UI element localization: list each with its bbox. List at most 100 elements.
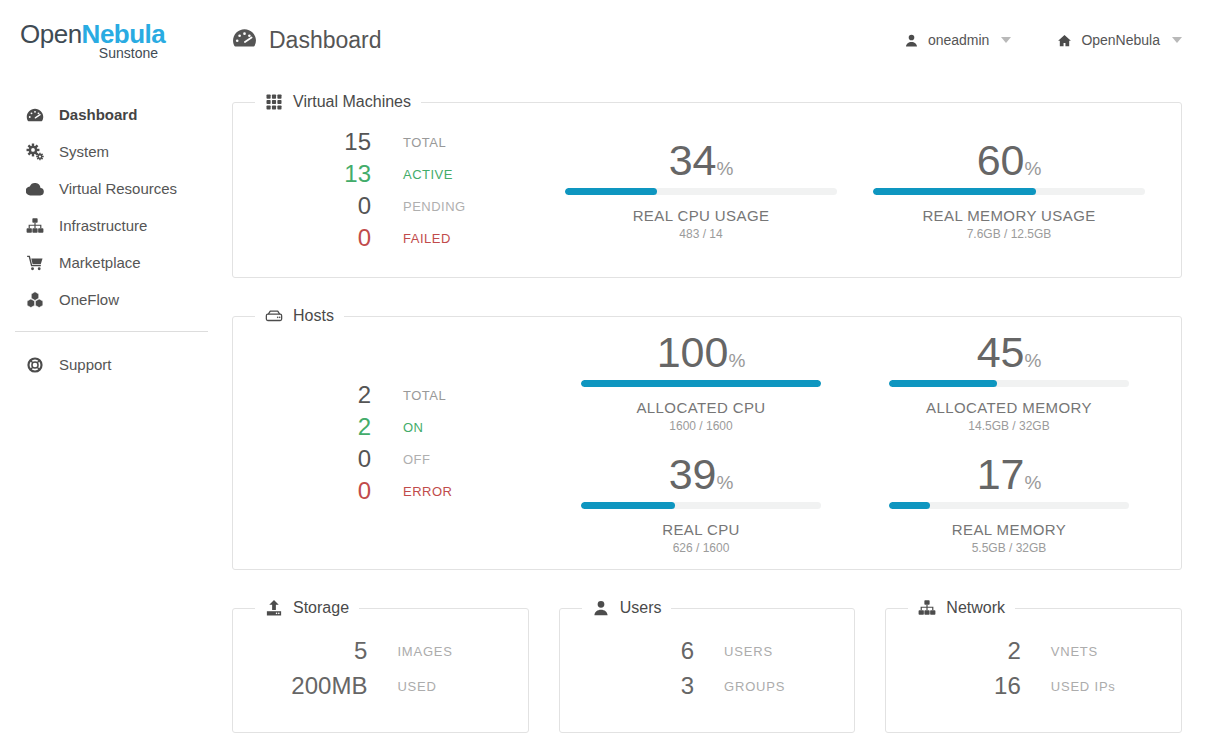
stat-value: 0 — [307, 475, 371, 507]
gauge-detail: 626 / 1600 — [547, 541, 855, 555]
stat-value: 6 — [578, 635, 694, 667]
network-panel: Network 2 VNETS 16 USED IPs — [885, 599, 1182, 733]
gauge-percent: 100 — [657, 328, 729, 376]
gauge-detail: 483 / 14 — [547, 227, 855, 241]
network-legend: Network — [908, 599, 1015, 617]
sidebar-item-support[interactable]: Support — [25, 346, 212, 383]
life-ring-icon — [25, 356, 44, 374]
stat-value: 16 — [904, 670, 1020, 702]
user-menu-label: oneadmin — [928, 32, 990, 48]
progress-bar-fill — [889, 380, 997, 387]
tachometer-icon — [232, 27, 257, 53]
stat-label: TOTAL — [403, 135, 547, 150]
sidebar-item-dashboard[interactable]: Dashboard — [25, 96, 212, 133]
virtual-machines-legend: Virtual Machines — [255, 93, 421, 111]
gauge-detail: 5.5GB / 32GB — [855, 541, 1163, 555]
home-icon — [1057, 33, 1072, 48]
zone-menu-label: OpenNebula — [1081, 32, 1160, 48]
sidebar-item-label: Support — [59, 356, 112, 373]
shopping-cart-icon — [25, 254, 44, 272]
users-panel: Users 6 USERS 3 GROUPS — [559, 599, 856, 733]
vm-stats: 15 TOTAL 13 ACTIVE 0 PENDING 0 FAILED — [307, 126, 547, 254]
progress-bar — [873, 188, 1145, 195]
stat-value: 0 — [307, 222, 371, 254]
stat-label: GROUPS — [724, 679, 836, 694]
stat-value: 2 — [904, 635, 1020, 667]
sidebar-item-label: Dashboard — [59, 106, 137, 123]
gauge-label: ALLOCATED MEMORY — [855, 399, 1163, 416]
progress-bar — [581, 380, 821, 387]
sitemap-icon — [25, 217, 44, 235]
percent-sign: % — [716, 158, 733, 179]
progress-bar-fill — [873, 188, 1036, 195]
progress-bar-fill — [889, 502, 930, 509]
panel-title: Users — [620, 599, 662, 617]
tachometer-icon — [25, 106, 44, 124]
storage-stats: 5 IMAGES 200MB USED — [251, 623, 510, 718]
progress-bar — [565, 188, 837, 195]
sidebar-item-label: Marketplace — [59, 254, 141, 271]
panel-title: Storage — [293, 599, 349, 617]
host-stats: 2 TOTAL 2 ON 0 OFF 0 ERROR — [307, 379, 547, 507]
sidebar-item-marketplace[interactable]: Marketplace — [25, 244, 212, 281]
progress-bar-fill — [581, 380, 821, 387]
user-icon — [592, 599, 610, 617]
gauge-detail: 1600 / 1600 — [547, 419, 855, 433]
sidebar: Dashboard System Virtual Resources Infra… — [0, 80, 212, 383]
gauge-label: ALLOCATED CPU — [547, 399, 855, 416]
logo-open: Open — [20, 19, 82, 49]
stat-value: 2 — [307, 379, 371, 411]
percent-sign: % — [1024, 350, 1041, 371]
stat-label: VNETS — [1051, 644, 1163, 659]
stat-label: ACTIVE — [403, 167, 547, 182]
users-legend: Users — [582, 599, 672, 617]
stat-value: 0 — [307, 190, 371, 222]
chevron-down-icon — [1001, 37, 1011, 43]
stat-label: USED IPs — [1051, 679, 1163, 694]
panel-title: Network — [946, 599, 1005, 617]
stat-label: ON — [403, 420, 547, 435]
users-stats: 6 USERS 3 GROUPS — [578, 623, 837, 718]
stat-value: 200MB — [251, 670, 367, 702]
progress-bar — [581, 502, 821, 509]
gauge-percent: 39 — [669, 450, 717, 498]
sitemap-icon — [918, 599, 936, 617]
network-stats: 2 VNETS 16 USED IPs — [904, 623, 1163, 718]
percent-sign: % — [1024, 472, 1041, 493]
progress-bar-fill — [581, 502, 675, 509]
stat-value: 5 — [251, 635, 367, 667]
stat-label: OFF — [403, 452, 547, 467]
sidebar-item-label: System — [59, 143, 109, 160]
storage-legend: Storage — [255, 599, 359, 617]
th-grid-icon — [265, 93, 283, 111]
stat-label: IMAGES — [397, 644, 509, 659]
gauge-detail: 14.5GB / 32GB — [855, 419, 1163, 433]
hdd-icon — [265, 307, 283, 325]
user-menu[interactable]: oneadmin — [904, 32, 1012, 48]
percent-sign: % — [728, 350, 745, 371]
stat-value: 15 — [307, 126, 371, 158]
cubes-icon — [25, 291, 44, 309]
gauge-label: REAL CPU — [547, 521, 855, 538]
main-content: Virtual Machines 15 TOTAL 13 ACTIVE 0 PE… — [212, 80, 1224, 747]
opennebula-logo[interactable]: OpenNebula Sunstone — [20, 20, 160, 61]
sidebar-item-oneflow[interactable]: OneFlow — [25, 281, 212, 318]
hosts-legend: Hosts — [255, 307, 344, 325]
progress-bar-fill — [565, 188, 657, 195]
gauge-percent: 17 — [977, 450, 1025, 498]
sidebar-item-label: OneFlow — [59, 291, 119, 308]
stat-value: 0 — [307, 443, 371, 475]
sidebar-item-infrastructure[interactable]: Infrastructure — [25, 207, 212, 244]
page-title: Dashboard — [232, 27, 382, 54]
sidebar-divider — [15, 331, 208, 332]
stat-value: 2 — [307, 411, 371, 443]
real-cpu-gauge: 39% REAL CPU 626 / 1600 — [547, 453, 855, 555]
gauge-percent: 45 — [977, 328, 1025, 376]
hosts-panel: Hosts 2 TOTAL 2 ON 0 OFF 0 ERROR 100% — [232, 307, 1182, 570]
page-title-text: Dashboard — [269, 27, 382, 54]
sidebar-item-system[interactable]: System — [25, 133, 212, 170]
progress-bar — [889, 502, 1129, 509]
sidebar-item-virtual-resources[interactable]: Virtual Resources — [25, 170, 212, 207]
zone-menu[interactable]: OpenNebula — [1057, 32, 1182, 48]
upload-icon — [265, 599, 283, 617]
